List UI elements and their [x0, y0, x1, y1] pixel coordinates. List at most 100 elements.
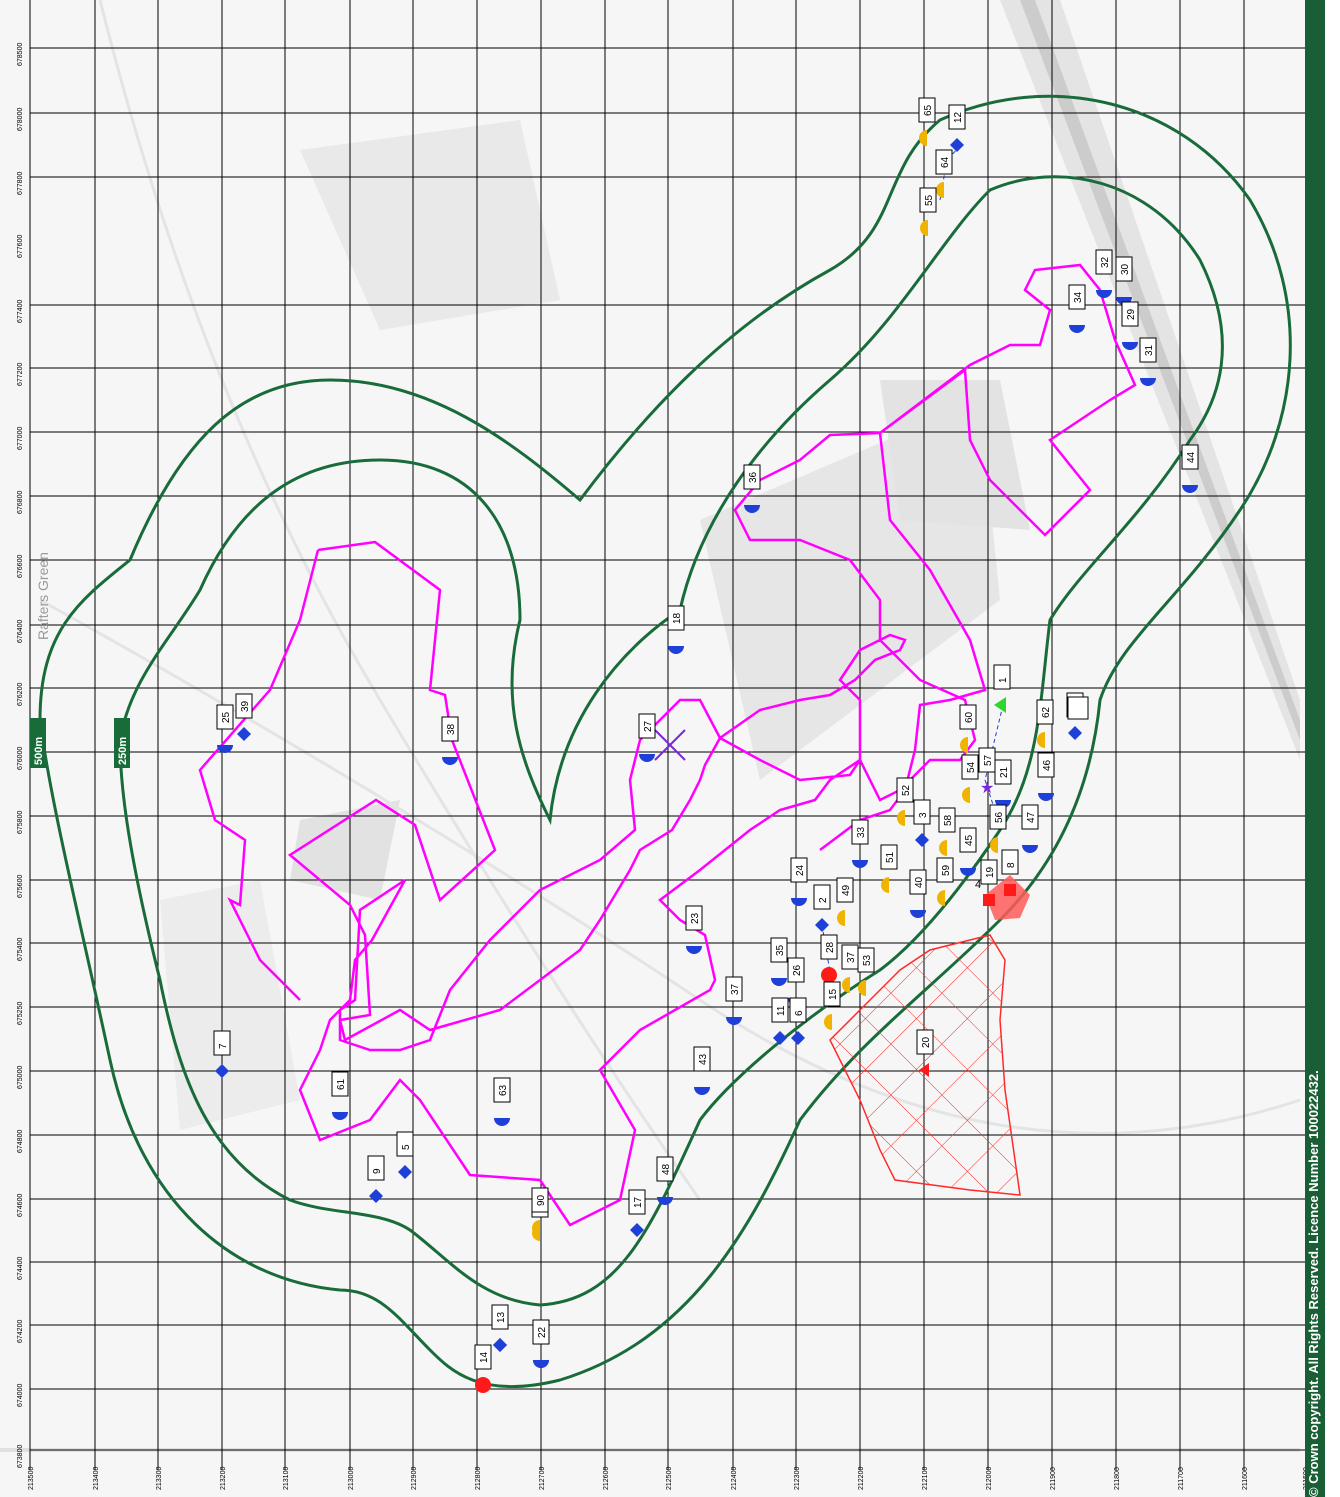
- feature-21[interactable]: 21: [994, 759, 1012, 808]
- feature-22[interactable]: 22: [532, 1319, 550, 1368]
- feature-28[interactable]: 28: [820, 934, 838, 983]
- feature-63[interactable]: 63: [493, 1077, 511, 1126]
- feature-14[interactable]: 14: [474, 1344, 492, 1393]
- feature-30[interactable]: 30: [1115, 256, 1133, 305]
- grid-label-northing: 675800: [17, 811, 24, 834]
- feature-18[interactable]: 18: [667, 605, 685, 654]
- feature-label: 37: [730, 983, 741, 995]
- feature-59[interactable]: 59: [936, 857, 954, 906]
- feature-label: 5: [401, 1144, 412, 1150]
- grid-label-easting: 213200: [220, 1467, 227, 1490]
- feature-label: 11: [776, 1005, 787, 1016]
- half-circle-icon: [668, 646, 684, 654]
- feature-label: 13: [496, 1311, 507, 1323]
- feature-55[interactable]: 55: [919, 187, 937, 236]
- feature-61[interactable]: 61: [331, 1071, 349, 1120]
- feature-27[interactable]: 27: [638, 713, 656, 762]
- feature-32[interactable]: 32: [1095, 249, 1113, 298]
- feature-8[interactable]: 8: [1001, 849, 1019, 896]
- feature-44[interactable]: 44: [1181, 444, 1199, 493]
- feature-40[interactable]: 40: [909, 869, 927, 918]
- half-circle-icon: [694, 1087, 710, 1095]
- feature-29[interactable]: 29: [1121, 301, 1139, 350]
- feature-45[interactable]: 45: [959, 827, 977, 876]
- feature-24[interactable]: 24: [790, 857, 808, 906]
- diamond-icon: [215, 1064, 229, 1078]
- feature-12[interactable]: 12: [948, 104, 966, 152]
- feature-3[interactable]: 3: [913, 799, 931, 847]
- feature-43[interactable]: 43: [693, 1046, 711, 1095]
- grid-label-easting: 212400: [731, 1467, 738, 1490]
- feature-49[interactable]: 49: [836, 877, 854, 926]
- diamond-icon: [950, 138, 964, 152]
- feature-6[interactable]: 6: [789, 997, 807, 1045]
- feature-label: 36: [748, 471, 759, 483]
- feature-37b[interactable]: 37: [725, 976, 743, 1025]
- feature-90[interactable]: 90: [531, 1187, 549, 1236]
- feature-15[interactable]: 15: [823, 981, 841, 1030]
- grid-label-northing: 675600: [17, 875, 24, 898]
- feature-56[interactable]: 56: [989, 804, 1007, 853]
- copyright-text: © Crown copyright. All Rights Reserved. …: [1306, 1070, 1321, 1497]
- feature-33[interactable]: 33: [851, 819, 869, 868]
- feature-13[interactable]: 13: [491, 1304, 509, 1352]
- feature-47[interactable]: 47: [1021, 804, 1039, 853]
- grid-label-easting: 212000: [986, 1467, 993, 1490]
- half-circle-icon: [686, 946, 702, 954]
- feature-48[interactable]: 48: [656, 1156, 674, 1205]
- feature-64[interactable]: 64: [935, 149, 953, 198]
- feature-20[interactable]: 20: [916, 1029, 934, 1077]
- grid-label-northing: 674000: [17, 1384, 24, 1407]
- grid-label-easting: 212600: [603, 1467, 610, 1490]
- feature-57[interactable]: 57 ★: [978, 747, 996, 797]
- diamond-icon: [815, 918, 829, 932]
- feature-9[interactable]: 9: [367, 1155, 385, 1203]
- feature-46[interactable]: 46: [1037, 752, 1055, 801]
- feature-label: 30: [1120, 263, 1131, 275]
- feature-60[interactable]: 60: [959, 704, 977, 753]
- feature-7[interactable]: 7: [213, 1030, 231, 1078]
- half-circle-icon: [1140, 378, 1156, 386]
- grid-labels-bottom: 213500 213400 213300 213200 213100 213000 2129…: [28, 1467, 1310, 1490]
- half-circle-icon: [837, 910, 845, 926]
- feature-label: 8: [1006, 862, 1017, 868]
- feature-label: 59: [941, 864, 952, 876]
- feature-53[interactable]: 53: [857, 947, 875, 996]
- feature-23[interactable]: 23: [685, 905, 703, 954]
- half-circle-icon: [494, 1118, 510, 1126]
- feature-2[interactable]: 2: [813, 884, 831, 932]
- feature-58[interactable]: 58: [938, 807, 956, 856]
- feature-39[interactable]: 39: [235, 693, 253, 741]
- feature-54[interactable]: 54: [961, 754, 979, 803]
- feature-label: 21: [999, 766, 1010, 778]
- grid-label-northing: 677800: [17, 172, 24, 195]
- feature-52[interactable]: 52: [896, 777, 914, 826]
- feature-62[interactable]: 62: [1036, 699, 1054, 748]
- feature-25[interactable]: 25: [216, 704, 234, 753]
- feature-label: 12: [953, 111, 964, 123]
- feature-65[interactable]: 65: [918, 97, 936, 146]
- feature-19[interactable]: 19: [980, 859, 998, 906]
- feature-31[interactable]: 31: [1139, 337, 1157, 386]
- feature-34[interactable]: 34: [1068, 284, 1086, 333]
- feature-label: 19: [985, 866, 996, 878]
- feature-5[interactable]: 5: [396, 1131, 414, 1179]
- feature-label: 38: [446, 723, 457, 735]
- feature-1[interactable]: 1: [993, 664, 1011, 713]
- grid-label-northing: 675000: [17, 1066, 24, 1089]
- grid-label-northing: 678500: [17, 43, 24, 66]
- feature-label: 32: [1100, 256, 1111, 268]
- feature-label: 27: [643, 720, 654, 732]
- star-icon: ★: [980, 780, 994, 797]
- feature-4[interactable]: 4: [975, 879, 981, 891]
- feature-35[interactable]: 35: [770, 937, 788, 986]
- feature-51[interactable]: 51: [880, 844, 898, 893]
- feature-36[interactable]: 36: [743, 464, 761, 513]
- features-layer: 6512645532303429314436182725393816216604…: [213, 97, 1199, 1393]
- half-circle-icon: [532, 1220, 540, 1236]
- feature-11[interactable]: 11: [771, 997, 789, 1045]
- legend-box-marker: [1067, 696, 1089, 720]
- feature-17[interactable]: 17: [628, 1189, 646, 1237]
- feature-38[interactable]: 38: [441, 716, 459, 765]
